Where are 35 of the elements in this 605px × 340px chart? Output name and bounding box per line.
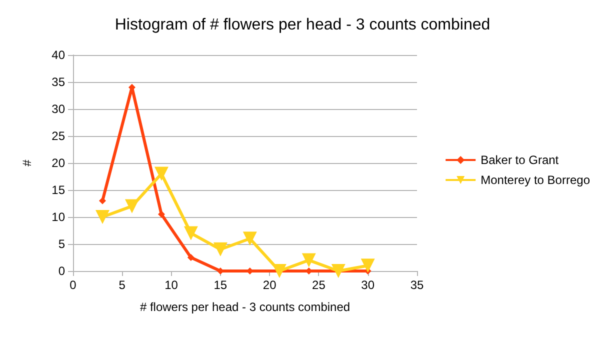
chart-title: Histogram of # flowers per head - 3 counts combined	[114, 16, 490, 34]
x-tick-label: 20	[262, 278, 277, 292]
x-tick-label: 15	[214, 278, 228, 292]
x-tick-label: 10	[164, 278, 178, 292]
point	[272, 264, 286, 278]
x-tick-label: 25	[312, 278, 326, 292]
point	[213, 242, 228, 256]
point	[302, 253, 316, 268]
point	[95, 210, 110, 224]
x-tick-label: 35	[410, 278, 424, 292]
y-tick-label: 20	[52, 156, 66, 170]
y-tick-label: 40	[52, 48, 66, 62]
point	[124, 199, 139, 214]
x-tick-label: 0	[70, 278, 77, 292]
legend-label: Baker to Grant	[480, 153, 560, 167]
point	[242, 232, 257, 246]
legend-label: Monterey to Borrego	[480, 173, 590, 187]
y-tick-label: 30	[52, 102, 66, 116]
point	[98, 197, 106, 204]
y-tick-label: 35	[52, 75, 66, 89]
x-tick-label: 30	[361, 278, 375, 292]
point	[158, 210, 165, 218]
x-tick-label: 5	[118, 278, 126, 292]
y-tick-label: 15	[52, 183, 66, 197]
y-axis-title: #	[20, 159, 34, 166]
point	[360, 258, 375, 273]
point	[154, 166, 168, 181]
y-tick-label: 10	[52, 210, 66, 224]
x-axis-title: # flowers per head - 3 counts combined	[140, 300, 350, 314]
point	[184, 226, 198, 240]
y-tick-label: 5	[58, 237, 66, 251]
point	[187, 254, 194, 261]
y-tick-label: 25	[52, 129, 66, 143]
point	[331, 264, 346, 278]
y-tick-label: 0	[58, 264, 66, 278]
